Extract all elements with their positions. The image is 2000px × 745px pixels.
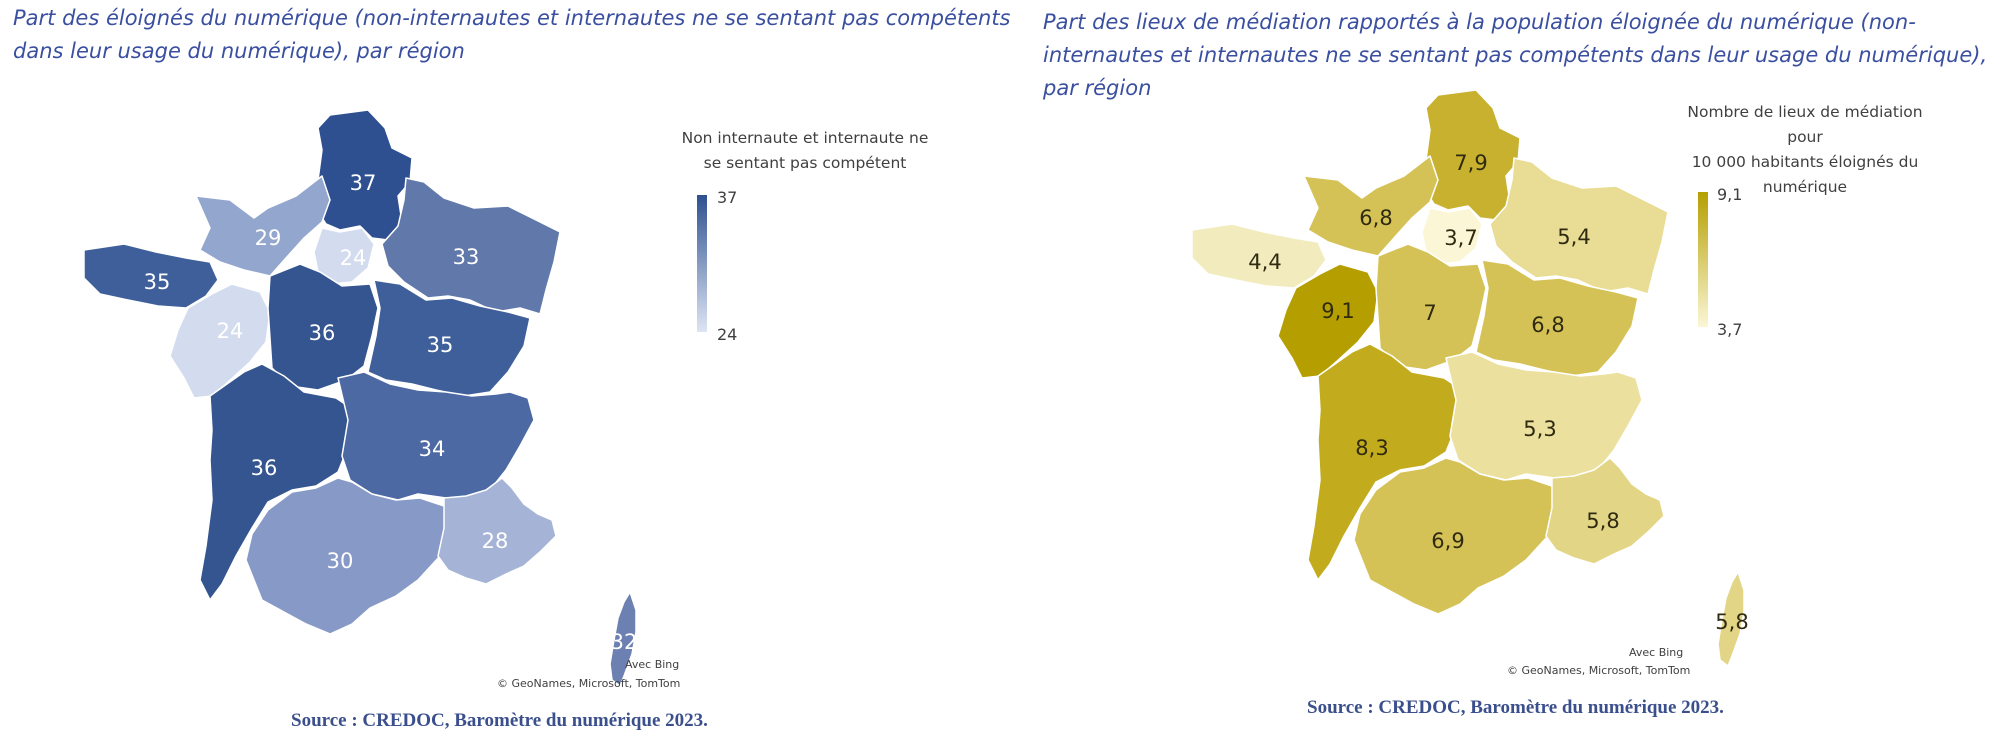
region-value-label-corse: 32 <box>611 630 638 654</box>
region-value-label-bourgogne-franche-comte: 6,8 <box>1531 313 1564 337</box>
region-value-label-occitanie: 6,9 <box>1431 529 1464 553</box>
region-corse[interactable] <box>609 591 637 687</box>
region-bretagne[interactable] <box>83 243 219 309</box>
region-normandie[interactable] <box>1303 155 1439 257</box>
region-corse[interactable] <box>1717 571 1745 667</box>
right-legend-title-line3: numérique <box>1762 178 1848 196</box>
left-legend-min-label: 24 <box>717 325 738 344</box>
region-nouvelle-aquitaine[interactable] <box>199 363 355 601</box>
region-centre-val-de-loire[interactable] <box>1375 243 1487 371</box>
region-value-label-corse: 5,8 <box>1715 610 1748 634</box>
region-value-label-pays-de-la-loire: 24 <box>217 319 244 343</box>
region-value-label-grand-est: 33 <box>453 245 480 269</box>
left-attribution-copyright: © GeoNames, Microsoft, TomTom <box>497 677 681 690</box>
region-normandie[interactable] <box>195 175 331 277</box>
region-value-label-ile-de-france: 3,7 <box>1444 226 1477 250</box>
region-centre-val-de-loire[interactable] <box>267 263 379 391</box>
region-value-label-ile-de-france: 24 <box>340 246 367 270</box>
right-attribution-bing: Avec Bing <box>1629 646 1684 659</box>
left-attribution-bing: Avec Bing <box>625 658 680 671</box>
region-grand-est[interactable] <box>1489 157 1669 295</box>
right-source-caption: Source : CREDOC, Baromètre du numérique … <box>1307 697 1724 718</box>
region-bourgogne-franche-comte[interactable] <box>1475 259 1639 377</box>
region-value-label-normandie: 29 <box>255 226 282 250</box>
region-value-label-nouvelle-aquitaine: 8,3 <box>1355 436 1388 460</box>
left-legend-title: Non internaute et internaute ne se senta… <box>680 126 930 176</box>
region-value-label-normandie: 6,8 <box>1359 206 1392 230</box>
region-bourgogne-franche-comte[interactable] <box>367 279 531 397</box>
region-ile-de-france[interactable] <box>313 227 375 285</box>
right-legend-min-label: 3,7 <box>1717 320 1743 339</box>
region-hauts-de-france[interactable] <box>1423 89 1521 221</box>
region-hauts-de-france[interactable] <box>315 109 413 241</box>
left-map-panel: Part des éloignés du numérique (non-inte… <box>13 6 1011 731</box>
region-value-label-bretagne: 35 <box>144 270 171 294</box>
left-legend-title-line1: Non internaute et internaute ne <box>681 129 929 147</box>
region-pays-de-la-loire[interactable] <box>169 283 271 399</box>
right-attribution-copyright: © GeoNames, Microsoft, TomTom <box>1507 664 1691 677</box>
region-value-label-centre-val-de-loire: 7 <box>1423 301 1436 325</box>
left-legend-max-label: 37 <box>717 188 738 207</box>
region-grand-est[interactable] <box>381 177 561 315</box>
region-value-label-auvergne-rhone-alpes: 34 <box>419 437 446 461</box>
right_map-regions-group: 7,9 6,8 3,7 5,4 4,4 9,1 7 6,8 8,3 5,3 6,9 5,8 5,8 <box>1191 89 1749 667</box>
region-value-label-centre-val-de-loire: 36 <box>309 321 336 345</box>
right-map-title: Part des lieux de médiation rapportés à … <box>1043 10 1988 100</box>
region-value-label-auvergne-rhone-alpes: 5,3 <box>1523 417 1556 441</box>
region-value-label-bretagne: 4,4 <box>1248 250 1281 274</box>
right-legend-color-scale <box>1698 192 1708 327</box>
region-bretagne[interactable] <box>1191 223 1327 289</box>
left-legend-title-line2: se sentant pas compétent <box>703 154 907 172</box>
left-map-title: Part des éloignés du numérique (non-inte… <box>13 6 1011 63</box>
region-value-label-occitanie: 30 <box>327 549 354 573</box>
region-value-label-nouvelle-aquitaine: 36 <box>251 456 278 480</box>
region-nouvelle-aquitaine[interactable] <box>1307 343 1463 581</box>
region-value-label-hauts-de-france: 7,9 <box>1454 151 1487 175</box>
right-legend-title-line1: Nombre de lieux de médiation pour <box>1687 103 1923 146</box>
region-ile-de-france[interactable] <box>1421 207 1483 265</box>
region-value-label-provence-alpes-cote-d-azur: 28 <box>482 529 509 553</box>
left_map-regions-group: 37 29 24 33 35 24 36 35 36 34 30 28 32 <box>83 109 638 687</box>
right-legend-title-line2: 10 000 habitants éloignés du <box>1691 153 1919 171</box>
right-legend-title: Nombre de lieux de médiation pour 10 000… <box>1680 100 1930 200</box>
region-pays-de-la-loire[interactable] <box>1277 263 1379 379</box>
region-provence-alpes-cote-d-azur[interactable] <box>1545 457 1665 565</box>
left-france-map: 37 29 24 33 35 24 36 35 36 34 30 28 32 <box>83 109 638 687</box>
right-legend-max-label: 9,1 <box>1717 185 1743 204</box>
region-value-label-pays-de-la-loire: 9,1 <box>1321 299 1354 323</box>
left-source-caption: Source : CREDOC, Baromètre du numérique … <box>291 710 708 731</box>
left-legend-color-scale <box>697 195 707 332</box>
region-value-label-bourgogne-franche-comte: 35 <box>427 333 454 357</box>
region-value-label-hauts-de-france: 37 <box>350 171 377 195</box>
region-provence-alpes-cote-d-azur[interactable] <box>437 477 557 585</box>
right-france-map: 7,9 6,8 3,7 5,4 4,4 9,1 7 6,8 8,3 5,3 6,9 5,8 5,8 <box>1191 89 1749 667</box>
right-map-panel: Part des lieux de médiation rapportés à … <box>1040 0 2000 745</box>
region-value-label-provence-alpes-cote-d-azur: 5,8 <box>1586 509 1619 533</box>
region-value-label-grand-est: 5,4 <box>1557 225 1590 249</box>
